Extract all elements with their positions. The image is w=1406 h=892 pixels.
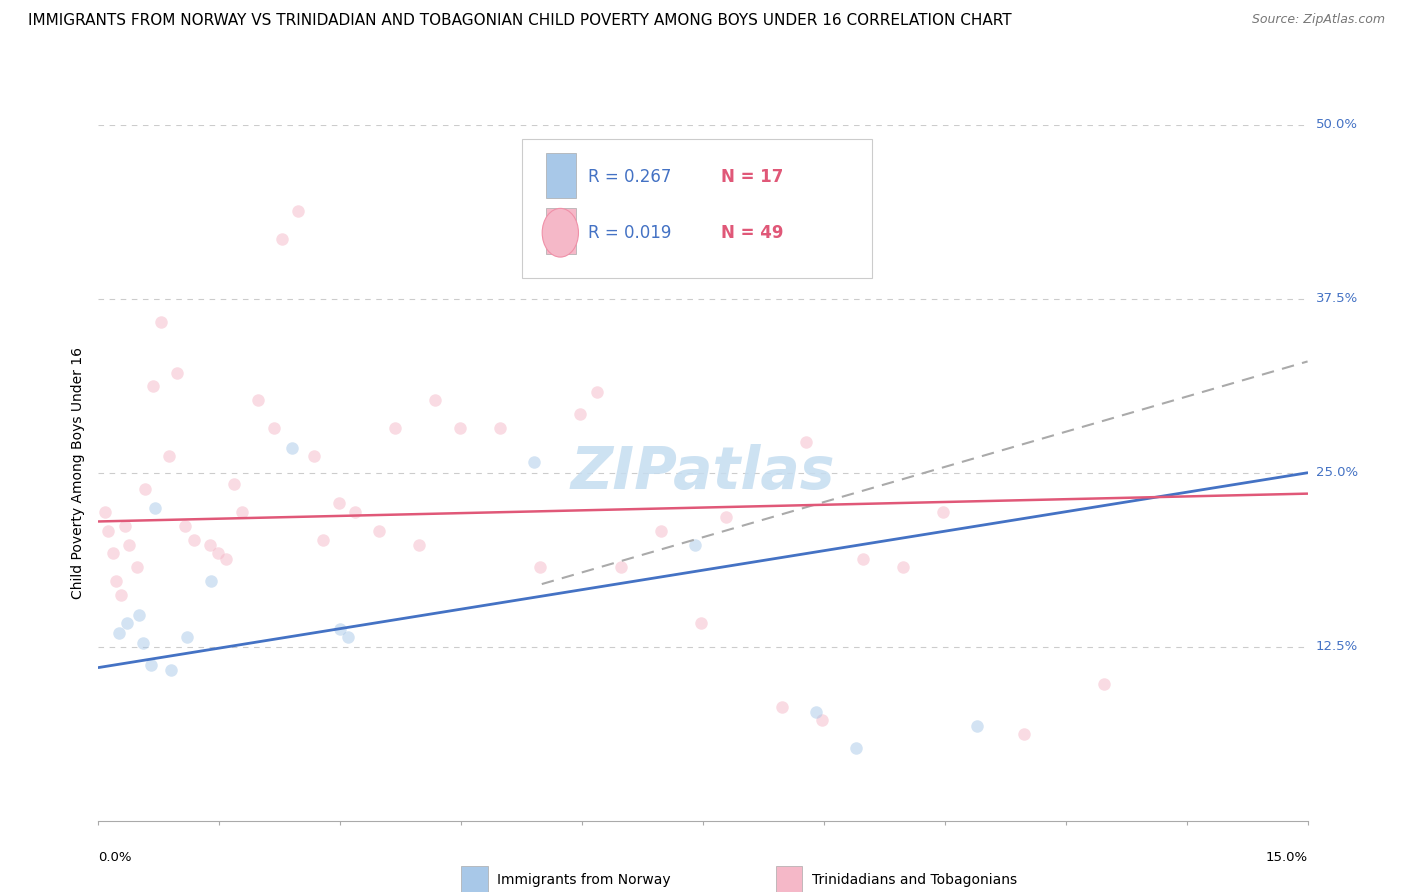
Text: ZIPatlas: ZIPatlas [571, 444, 835, 501]
Text: 12.5%: 12.5% [1316, 640, 1358, 653]
Text: 0.0%: 0.0% [98, 851, 132, 864]
Text: 37.5%: 37.5% [1316, 293, 1358, 305]
Text: 50.0%: 50.0% [1316, 119, 1358, 131]
FancyBboxPatch shape [522, 139, 872, 278]
Text: R = 0.019: R = 0.019 [588, 224, 672, 242]
Text: N = 49: N = 49 [721, 224, 783, 242]
Bar [546, 209, 576, 253]
Bar [546, 153, 576, 198]
Y-axis label: Child Poverty Among Boys Under 16: Child Poverty Among Boys Under 16 [72, 347, 86, 599]
Text: Source: ZipAtlas.com: Source: ZipAtlas.com [1251, 13, 1385, 27]
Bar [776, 866, 803, 892]
Text: 15.0%: 15.0% [1265, 851, 1308, 864]
Text: Immigrants from Norway: Immigrants from Norway [498, 872, 671, 887]
Bar [461, 866, 488, 892]
Text: Trinidadians and Tobagonians: Trinidadians and Tobagonians [811, 872, 1017, 887]
Text: R = 0.267: R = 0.267 [588, 168, 672, 186]
Text: 25.0%: 25.0% [1316, 467, 1358, 479]
Text: N = 17: N = 17 [721, 168, 783, 186]
Ellipse shape [543, 209, 578, 257]
Text: IMMIGRANTS FROM NORWAY VS TRINIDADIAN AND TOBAGONIAN CHILD POVERTY AMONG BOYS UN: IMMIGRANTS FROM NORWAY VS TRINIDADIAN AN… [28, 13, 1012, 29]
